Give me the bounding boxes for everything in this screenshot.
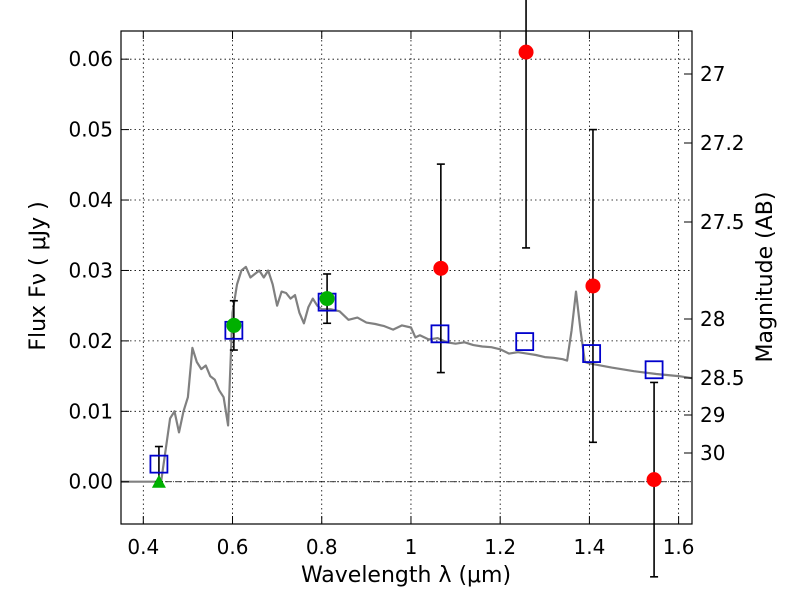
y2-tick-label: 30 [700,441,725,465]
axes-layer: 0.4 0.6 0.8 1 1.2 1.4 1.6 0.00 0.01 0.02 0.03 0.04 0… [68,30,745,559]
y2-tick-label: 27.5 [700,210,745,234]
model-sed-line [121,265,693,483]
model-photometry-point [515,332,535,351]
y-tick-label: 0.04 [68,188,113,212]
y2-tick-label: 27 [700,62,725,86]
x-axis-label: Wavelength λ (μm) [301,563,511,588]
model-photometry-point [582,344,602,363]
plot-frame [120,30,693,525]
nondetection-point [646,472,662,488]
labels-layer: Wavelength λ (μm) Flux Fν ( μJy ) Magnit… [26,192,778,588]
y-tick-label: 0.02 [68,329,113,353]
y2-tick-label: 29 [700,403,725,427]
y2-axis-label: Magnitude (AB) [753,192,778,363]
x-tick-label: 1.2 [484,535,516,559]
x-tick-label: 0.6 [217,535,249,559]
model-photometry-point [644,360,664,380]
model-photometry-point [430,324,450,344]
x-tick-label: 1.4 [573,535,605,559]
x-tick-label: 1.6 [663,535,695,559]
y-tick-label: 0.01 [68,399,113,423]
x-tick-label: 1 [405,535,418,559]
detection-point [319,291,335,307]
y2-tick-label: 28.5 [700,366,745,390]
y2-tick-label: 27.2 [700,131,745,155]
y-axis-label: Flux Fν ( μJy ) [26,201,51,350]
y-tick-label: 0.05 [68,118,113,142]
y-tick-label: 0.06 [68,47,113,71]
series-layer [121,0,693,578]
grid-layer [121,31,692,524]
y-tick-label: 0.00 [68,470,113,494]
nondetection-point [518,44,534,60]
y-tick-label: 0.03 [68,258,113,282]
upper-limit-marker [151,474,166,488]
x-tick-label: 0.4 [127,535,159,559]
detection-point [226,317,242,333]
x-tick-label: 0.8 [306,535,338,559]
model-photometry-point [149,454,169,474]
nondetection-point [433,260,449,276]
nondetection-point [585,278,601,294]
y2-tick-label: 28 [700,307,725,331]
